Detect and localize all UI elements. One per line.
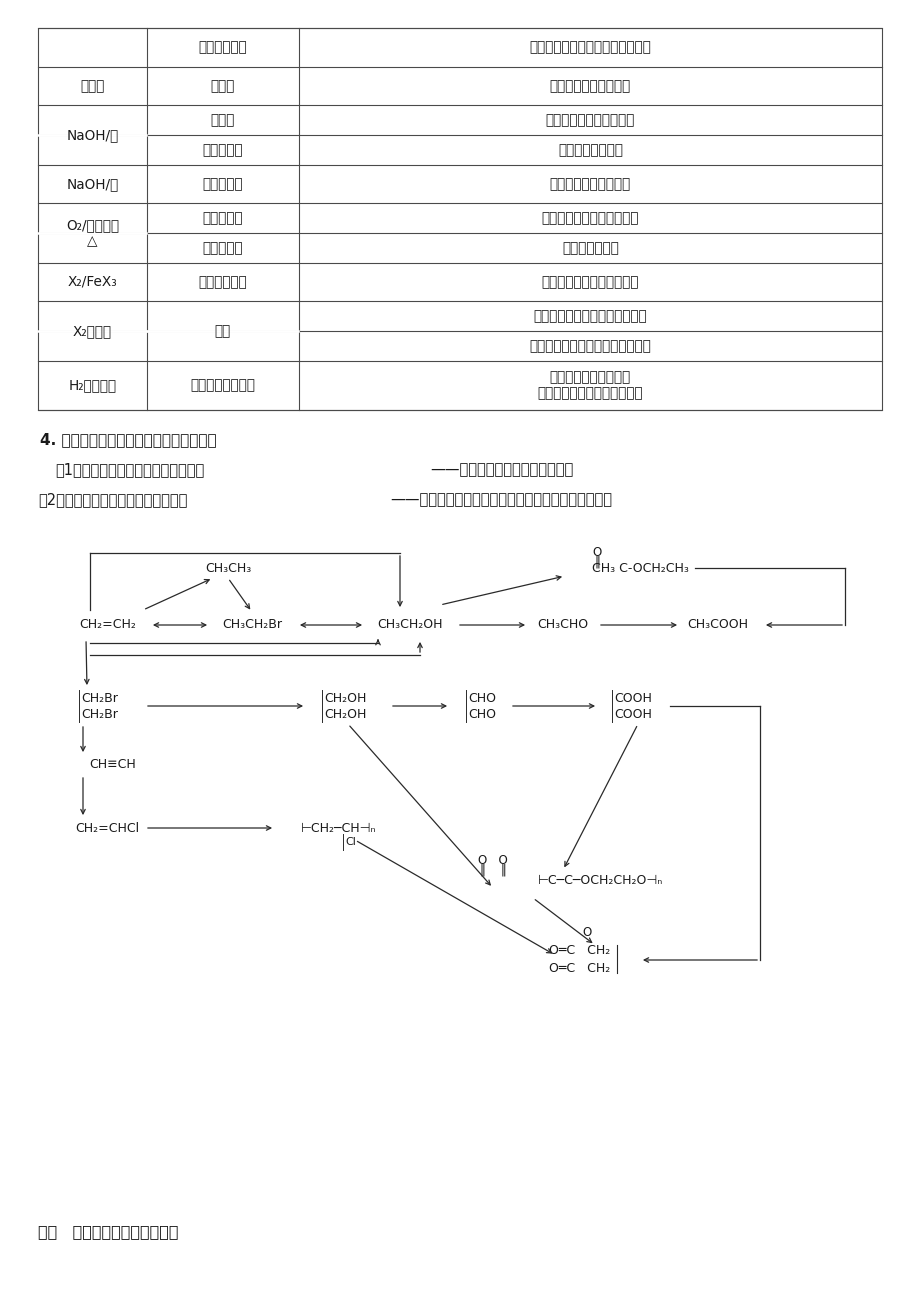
- Text: 稀硫酸: 稀硫酸: [80, 79, 105, 94]
- Text: 卤原子转变为羟基: 卤原子转变为羟基: [558, 143, 622, 157]
- Text: ——从乙烯开始最后到乙酸的转化: ——从乙烯开始最后到乙酸的转化: [429, 462, 573, 477]
- Text: 酯基转变为羧基与羟基: 酯基转变为羧基与羟基: [550, 79, 630, 94]
- Text: CHO: CHO: [468, 692, 495, 705]
- Text: COOH: COOH: [613, 707, 652, 720]
- Text: 醛基转变为羧基: 醛基转变为羧基: [562, 240, 618, 255]
- Text: Cl: Cl: [345, 837, 356, 848]
- Text: CH₂=CHCl: CH₂=CHCl: [75, 822, 139, 835]
- Text: 碳碳双键、碳碳叁键、
醛基、苯环、羰基转变为单键: 碳碳双键、碳碳叁键、 醛基、苯环、羰基转变为单键: [537, 370, 642, 400]
- Text: CH₂OH: CH₂OH: [323, 707, 366, 720]
- Text: 醇消去、成醚: 醇消去、成醚: [199, 40, 247, 55]
- Text: O: O: [582, 926, 591, 939]
- Text: CH₂OH: CH₂OH: [323, 692, 366, 705]
- Text: 卤代烃消去: 卤代烃消去: [202, 177, 243, 191]
- Text: （1）一元官能团之间之间的互相转化: （1）一元官能团之间之间的互相转化: [55, 462, 204, 477]
- Text: 卤原子转变为不饱和键: 卤原子转变为不饱和键: [550, 177, 630, 191]
- Text: 4. 链状有机物互相转变的二条特征路线：: 4. 链状有机物互相转变的二条特征路线：: [40, 432, 216, 447]
- Text: CH₃COOH: CH₃COOH: [686, 619, 748, 632]
- Text: 卤代烃水解: 卤代烃水解: [202, 143, 243, 157]
- Text: 醛催化氧化: 醛催化氧化: [202, 240, 243, 255]
- Bar: [38, 29, 881, 410]
- Text: （2）一元官能团到二元官能团的转化: （2）一元官能团到二元官能团的转化: [38, 491, 187, 507]
- Text: 醇羟基转变为不饱和键、形成醚键: 醇羟基转变为不饱和键、形成醚键: [529, 40, 651, 55]
- Text: ‖: ‖: [594, 555, 599, 568]
- Text: 酯水解: 酯水解: [210, 113, 235, 127]
- Text: H₂、催化剂: H₂、催化剂: [68, 378, 117, 393]
- Text: O₂/催化剂、
△: O₂/催化剂、 △: [66, 218, 119, 248]
- Text: COOH: COOH: [613, 692, 652, 705]
- Text: ——从乙醇（溴乙烷）开始最后到乙二酸乙二酯的转化: ——从乙醇（溴乙烷）开始最后到乙二酸乙二酯的转化: [390, 491, 611, 507]
- Text: O   O: O O: [478, 854, 507, 867]
- Text: NaOH/醇: NaOH/醇: [66, 177, 119, 191]
- Text: 酯基转变为羧基与醇羟基: 酯基转变为羧基与醇羟基: [545, 113, 634, 127]
- Text: O═C   CH₂: O═C CH₂: [549, 944, 609, 957]
- Text: 酯水解: 酯水解: [210, 79, 235, 94]
- Text: CH₂Br: CH₂Br: [81, 707, 118, 720]
- Text: CH₃CH₂OH: CH₃CH₂OH: [377, 619, 442, 632]
- Text: 苯环上氢原子被卤原子取代: 苯环上氢原子被卤原子取代: [541, 274, 639, 289]
- Text: CH₃CH₃: CH₃CH₃: [205, 562, 251, 575]
- Text: 醇催化氧化: 醇催化氧化: [202, 211, 243, 225]
- Text: X₂、光照: X₂、光照: [73, 324, 112, 338]
- Text: 苯环烷基上的氢原子被卤原子取代: 苯环烷基上的氢原子被卤原子取代: [529, 339, 651, 352]
- Text: 苯环上的卤代: 苯环上的卤代: [199, 274, 247, 289]
- Text: 四．   有机推断题解题策略小结: 四． 有机推断题解题策略小结: [38, 1225, 178, 1239]
- Text: 取代: 取代: [215, 324, 231, 338]
- Text: X₂/FeX₃: X₂/FeX₃: [68, 274, 118, 289]
- Text: NaOH/水: NaOH/水: [66, 127, 119, 142]
- Text: CH₂=CH₂: CH₂=CH₂: [79, 619, 136, 632]
- Text: CHO: CHO: [468, 707, 495, 720]
- Text: CH₃CH₂Br: CH₃CH₂Br: [221, 619, 282, 632]
- Text: O: O: [592, 546, 601, 559]
- Text: 烷烃基上的氢原子被卤原子取代: 烷烃基上的氢原子被卤原子取代: [533, 308, 647, 322]
- Text: CH≡CH: CH≡CH: [89, 758, 136, 771]
- Text: CH₃CHO: CH₃CHO: [537, 619, 588, 632]
- Text: ‖    ‖: ‖ ‖: [479, 863, 505, 876]
- Text: ⊢CH₂─CH⊣ₙ: ⊢CH₂─CH⊣ₙ: [301, 822, 376, 835]
- Text: CH₃ C-OCH₂CH₃: CH₃ C-OCH₂CH₃: [591, 562, 687, 575]
- Text: ⊢C─C─OCH₂CH₂O⊣ₙ: ⊢C─C─OCH₂CH₂O⊣ₙ: [538, 874, 663, 887]
- Text: CH₂Br: CH₂Br: [81, 692, 118, 705]
- Text: 加成（还原）反应: 加成（还原）反应: [190, 378, 255, 393]
- Text: O═C   CH₂: O═C CH₂: [549, 962, 609, 975]
- Text: 醇羟基转变为醛基（羰基）: 醇羟基转变为醛基（羰基）: [541, 211, 639, 225]
